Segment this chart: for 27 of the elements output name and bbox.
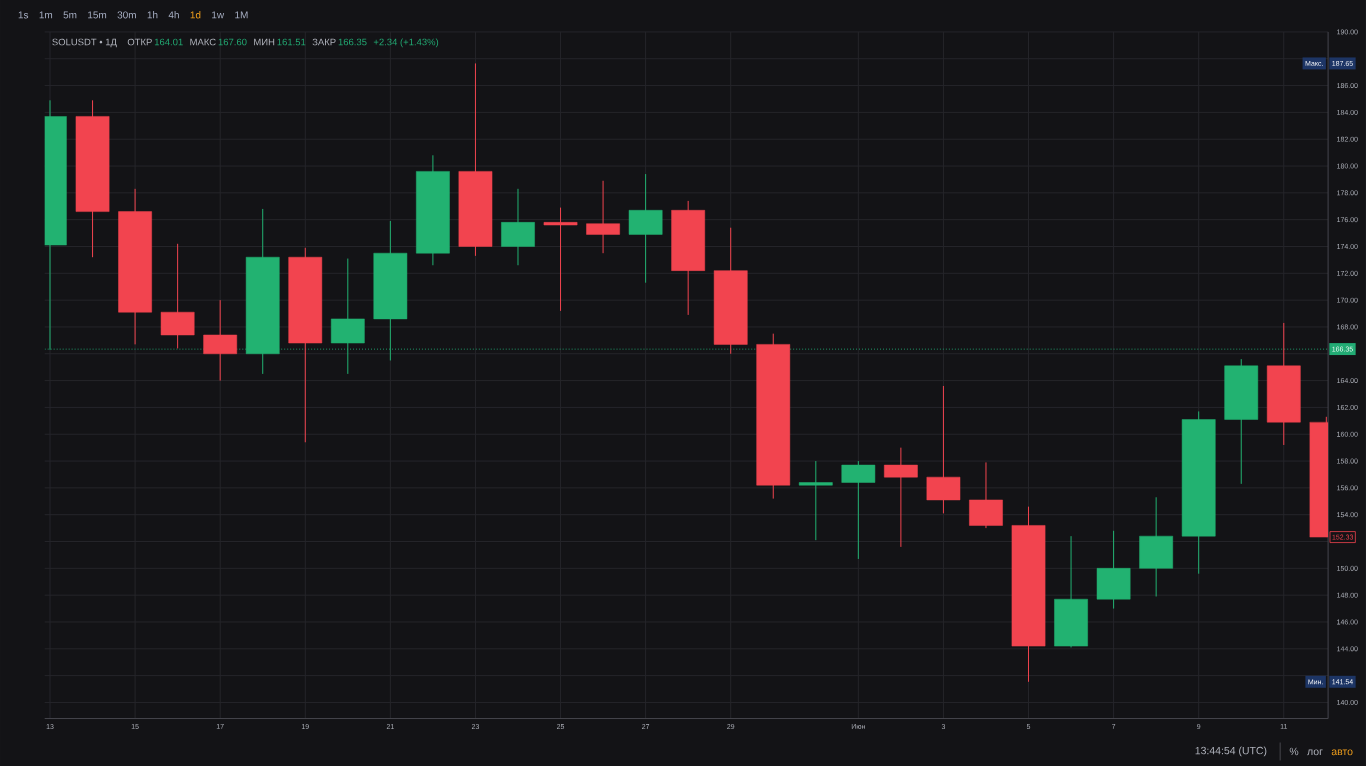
annotation: 161.51 <box>277 38 306 46</box>
annotation: ОТКР <box>127 38 152 46</box>
text: 1m <box>39 11 53 19</box>
text: 1s <box>18 11 29 19</box>
candlestick <box>798 460 833 541</box>
text: авто <box>1331 749 1353 755</box>
text: 1h <box>147 10 158 19</box>
text: 1M <box>235 11 248 19</box>
text: 13:44:54 (UTC) <box>1195 746 1267 757</box>
text: 15m <box>88 11 107 19</box>
annotation: ЗАКР <box>312 38 336 46</box>
text: 1d <box>190 10 201 19</box>
text: 30m <box>117 11 136 19</box>
text: % <box>1289 747 1299 755</box>
text: 5m <box>63 11 77 19</box>
annotation: 167.60 <box>218 38 247 46</box>
annotation: МИН <box>254 38 275 46</box>
candlestick <box>543 206 578 312</box>
annotation: 164.01 <box>154 38 183 46</box>
text: лог <box>1307 749 1323 755</box>
annotation: +2.34 (+1.43%) <box>373 38 439 48</box>
text: 4h <box>168 10 179 19</box>
text: 1w <box>212 11 225 19</box>
annotation: МАКС <box>190 38 216 46</box>
candlestick <box>884 446 918 548</box>
annotation: 166.35 <box>338 38 367 46</box>
text: SOLUSDT • 1Д <box>52 38 117 47</box>
